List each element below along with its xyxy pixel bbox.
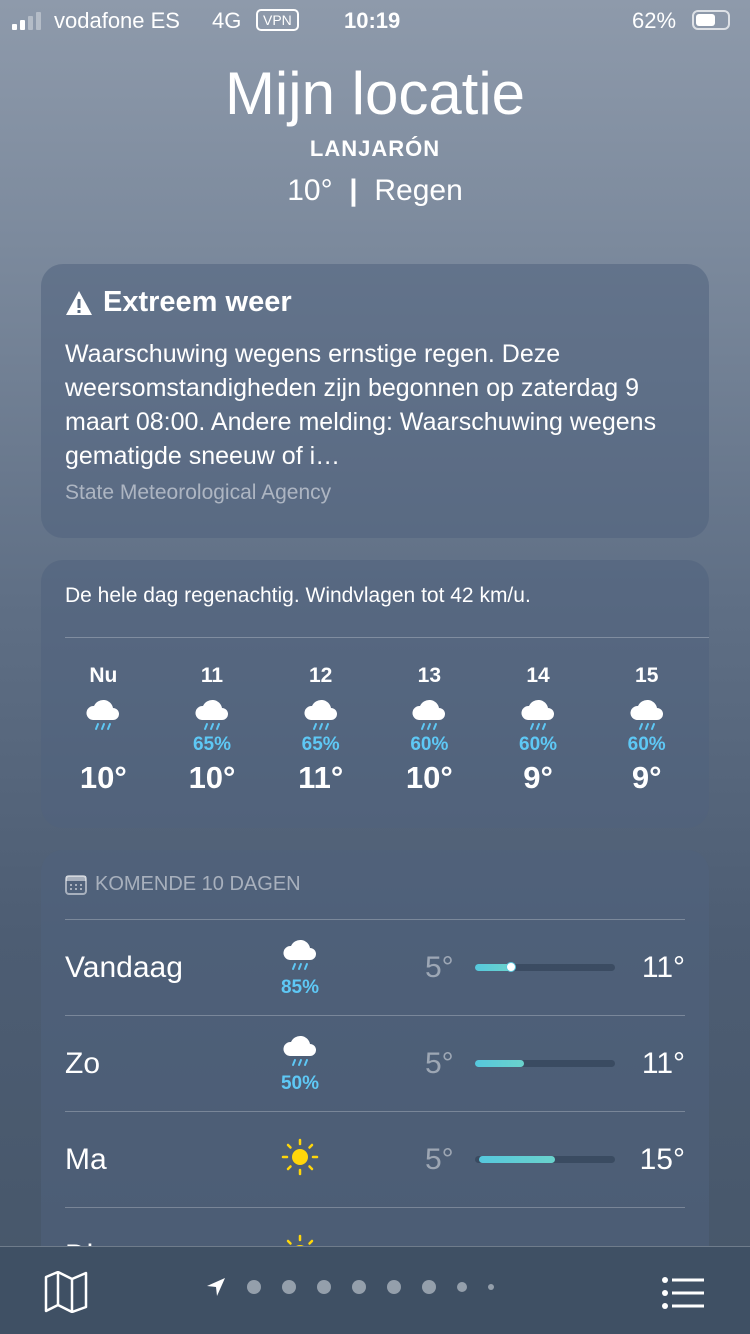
day-low: 5°	[425, 950, 454, 984]
page-dot[interactable]	[457, 1282, 467, 1292]
page-dot[interactable]	[488, 1284, 494, 1290]
day-high: 11°	[641, 950, 685, 984]
hour-precip: 60%	[627, 734, 666, 755]
hour-temp: 9°	[523, 760, 553, 795]
current-temp-marker	[506, 962, 517, 972]
hour-precip	[49, 734, 158, 760]
page-dot[interactable]	[282, 1280, 296, 1294]
hour-temp: 10°	[188, 760, 236, 795]
cloud-drizzle-icon: 50%	[275, 1032, 325, 1095]
day-low: 5°	[425, 1046, 454, 1080]
hour-temp: 9°	[631, 760, 662, 795]
hourly-summary: De hele dag regenachtig. Windvlagen tot …	[65, 560, 709, 638]
page-dot[interactable]	[317, 1280, 331, 1294]
alert-title: Extreem weer	[103, 286, 292, 318]
location-arrow-icon[interactable]	[206, 1277, 226, 1297]
map-icon[interactable]	[44, 1271, 88, 1313]
day-low: 5°	[425, 1142, 454, 1176]
page-dot[interactable]	[352, 1280, 366, 1294]
calendar-icon	[65, 874, 87, 895]
day-precip: 50%	[280, 1073, 320, 1094]
location-title: Mijn locatie	[224, 60, 526, 127]
ten-day-forecast-card: KOMENDE 10 DAGEN Vandaag 85% 5° 11° Zo 50% 5° 1…	[41, 850, 709, 1270]
hour-time: 12	[309, 664, 333, 687]
hour-item: 12 65% 11°	[266, 664, 375, 796]
clock: 10:19	[344, 8, 401, 33]
current-temp: 10°	[287, 174, 333, 207]
day-high: 11°	[641, 1046, 685, 1080]
cloud-rain-icon	[375, 696, 484, 734]
bottom-toolbar	[0, 1246, 750, 1334]
hour-temp: 11°	[298, 760, 344, 795]
hour-item: Nu 10°	[49, 664, 158, 796]
cloud-rain-icon	[266, 696, 375, 734]
hour-precip: 65%	[301, 734, 340, 755]
day-high: 15°	[639, 1142, 685, 1176]
hour-temp: 10°	[79, 760, 127, 795]
network-type: 4G	[212, 8, 242, 33]
day-row[interactable]: Ma 5° 15°	[65, 1112, 685, 1208]
sun-icon	[275, 1138, 325, 1181]
cloud-rain-icon	[49, 696, 158, 734]
page-dot[interactable]	[247, 1280, 261, 1294]
list-icon[interactable]	[662, 1277, 706, 1309]
alert-text: Waarschuwing wegens ernstige regen. Deze…	[65, 340, 657, 470]
warning-triangle-icon	[66, 290, 92, 315]
cloud-rain-icon	[158, 696, 267, 734]
hourly-list[interactable]: Nu 10° 11 65% 10° 12 65% 11° 13 60% 10° 14 60% 9° 15 60…	[41, 664, 709, 796]
battery-percent: 62%	[632, 8, 677, 33]
status-bar: vodafone ES 4G VPN 10:19 62%	[0, 0, 750, 40]
hour-precip: 65%	[192, 734, 232, 755]
current-condition: Regen	[374, 174, 463, 207]
hour-temp: 10°	[405, 760, 453, 795]
cloud-rain-icon	[592, 696, 701, 734]
ten-day-header: KOMENDE 10 DAGEN	[95, 873, 301, 895]
temp-range-bar	[475, 962, 615, 972]
signal-icon	[12, 12, 41, 30]
cloud-rain-icon	[484, 696, 593, 734]
hour-precip: 60%	[519, 734, 558, 755]
severe-weather-card[interactable]: Extreem weer Waarschuwing wegens ernstig…	[41, 264, 709, 538]
day-row[interactable]: Zo 50% 5° 11°	[65, 1016, 685, 1112]
day-row[interactable]: Vandaag 85% 5° 11°	[65, 920, 685, 1016]
hour-time: 11	[200, 664, 224, 687]
page-indicator[interactable]	[206, 1277, 494, 1297]
temp-range-bar	[475, 1156, 615, 1163]
page-dot[interactable]	[387, 1280, 401, 1294]
hour-time: 14	[526, 664, 550, 687]
hour-precip: 60%	[410, 734, 449, 755]
hour-item: 11 65% 10°	[158, 664, 267, 796]
carrier: vodafone ES	[54, 8, 180, 33]
hour-item: 13 60% 10°	[375, 664, 484, 796]
battery-icon	[692, 10, 730, 30]
hour-item: 14 60% 9°	[484, 664, 593, 796]
hourly-forecast-card: De hele dag regenachtig. Windvlagen tot …	[41, 560, 709, 828]
alert-source: State Meteorological Agency	[65, 481, 332, 504]
separator: |	[349, 174, 358, 207]
day-name: Ma	[65, 1142, 107, 1176]
location-header: Mijn locatie LANJARÓN 10° | Regen	[0, 58, 750, 208]
vpn-badge: VPN	[256, 9, 299, 31]
hour-item: 15 60% 9°	[592, 664, 701, 796]
hour-time: 13	[417, 664, 442, 687]
current-conditions: 10° | Regen	[0, 174, 750, 208]
cloud-rain-icon: 85%	[275, 936, 325, 999]
city-name: LANJARÓN	[309, 136, 441, 161]
page-dot[interactable]	[422, 1280, 436, 1294]
day-name: Zo	[65, 1046, 101, 1080]
day-name: Vandaag	[65, 950, 183, 984]
temp-range-bar	[475, 1060, 615, 1067]
hour-time: 15	[635, 664, 659, 687]
hour-time: Nu	[89, 664, 118, 687]
day-precip: 85%	[280, 977, 320, 998]
